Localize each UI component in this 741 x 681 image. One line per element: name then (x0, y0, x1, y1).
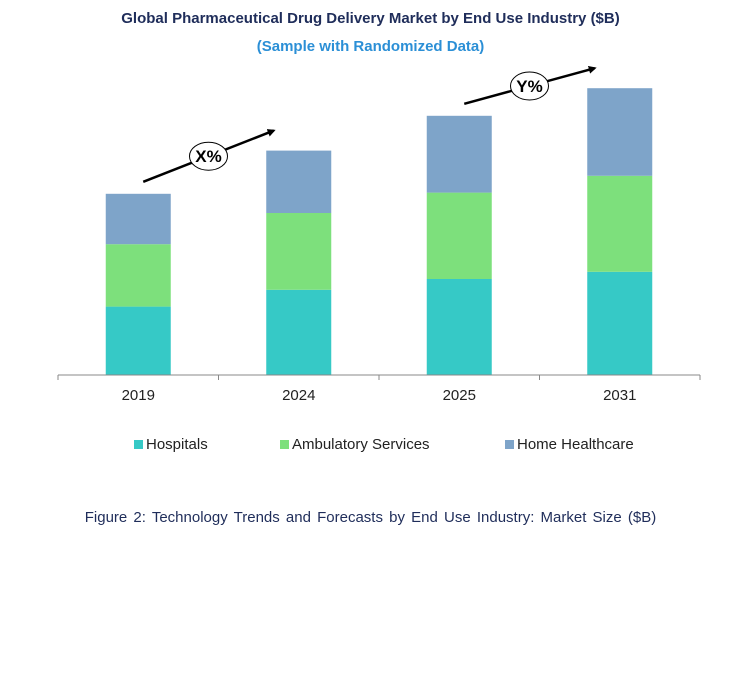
figure-caption: Figure 2: Technology Trends and Forecast… (84, 509, 657, 526)
growth-label-1: X% (195, 147, 221, 166)
x-tick-label-2031: 2031 (603, 387, 636, 404)
bar-ambulatory-services-2024 (266, 213, 332, 290)
bar-ambulatory-services-2031 (587, 175, 653, 272)
legend-item-hospitals: Hospitals (134, 436, 208, 453)
growth-badge-1 (189, 141, 228, 171)
bar-hospitals-2025 (426, 279, 492, 375)
x-axis: 2019 2024 2025 2031 (57, 374, 701, 404)
legend-swatch-ambulatory-services (280, 440, 289, 449)
bar-hospitals-2019 (105, 306, 171, 375)
bar-home-healthcare-2019 (105, 193, 171, 245)
bar-hospitals-2024 (266, 289, 332, 375)
chart-title: Global Pharmaceutical Drug Delivery Mark… (121, 10, 620, 27)
bar-home-healthcare-2025 (426, 115, 492, 193)
legend-label-hospitals: Hospitals (146, 436, 208, 453)
bar-home-healthcare-2031 (587, 88, 653, 176)
bar-hospitals-2031 (587, 271, 653, 375)
x-tick-label-2025: 2025 (443, 387, 476, 404)
growth-annotations: X% Y% (142, 65, 597, 183)
bar-ambulatory-services-2019 (105, 244, 171, 307)
chart-subtitle: (Sample with Randomized Data) (256, 38, 485, 55)
legend-item-home-healthcare: Home Healthcare (505, 436, 634, 453)
bars-group (105, 88, 653, 375)
legend-item-ambulatory-services: Ambulatory Services (280, 436, 430, 453)
growth-badge-2 (510, 71, 549, 101)
legend-label-ambulatory-services: Ambulatory Services (292, 436, 430, 453)
legend-swatch-hospitals (134, 440, 143, 449)
bar-home-healthcare-2024 (266, 150, 332, 213)
legend-swatch-home-healthcare (505, 440, 514, 449)
growth-label-2: Y% (516, 77, 542, 96)
bar-ambulatory-services-2025 (426, 192, 492, 279)
legend: Hospitals Ambulatory Services Home Healt… (0, 436, 741, 456)
bar-chart: 2019 2024 2025 2031 X% Y% (57, 65, 701, 404)
x-tick-label-2024: 2024 (282, 387, 315, 404)
x-tick-label-2019: 2019 (122, 387, 155, 404)
legend-label-home-healthcare: Home Healthcare (517, 436, 634, 453)
